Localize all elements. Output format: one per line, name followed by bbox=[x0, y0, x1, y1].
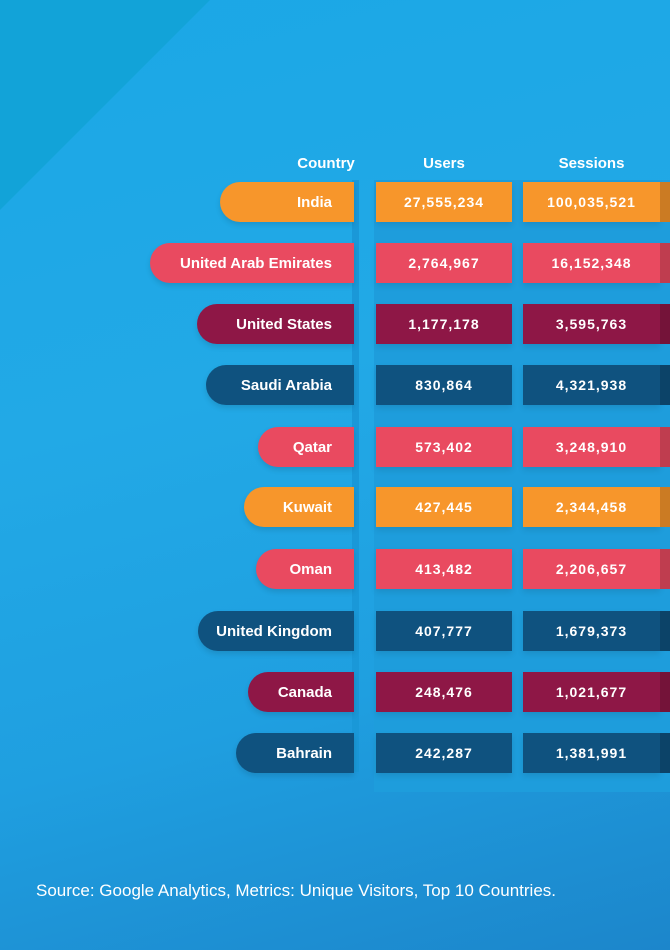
row-edge bbox=[660, 549, 670, 589]
sessions-value: 16,152,348 bbox=[523, 243, 660, 283]
users-value: 830,864 bbox=[376, 365, 512, 405]
row-edge bbox=[660, 365, 670, 405]
header-country: Country bbox=[297, 155, 355, 172]
row-edge bbox=[660, 427, 670, 467]
country-label: India bbox=[220, 182, 354, 222]
country-label: Bahrain bbox=[236, 733, 354, 773]
users-value: 427,445 bbox=[376, 487, 512, 527]
sessions-value: 3,595,763 bbox=[523, 304, 660, 344]
country-label: Kuwait bbox=[244, 487, 354, 527]
country-label: Saudi Arabia bbox=[206, 365, 354, 405]
country-label: United Arab Emirates bbox=[150, 243, 354, 283]
users-value: 573,402 bbox=[376, 427, 512, 467]
sessions-value: 3,248,910 bbox=[523, 427, 660, 467]
row-edge bbox=[660, 611, 670, 651]
sessions-value: 2,206,657 bbox=[523, 549, 660, 589]
divider-strip bbox=[352, 180, 359, 772]
users-value: 2,764,967 bbox=[376, 243, 512, 283]
source-note: Source: Google Analytics, Metrics: Uniqu… bbox=[36, 881, 557, 900]
country-label: United States bbox=[197, 304, 354, 344]
row-edge bbox=[660, 243, 670, 283]
sessions-value: 100,035,521 bbox=[523, 182, 660, 222]
users-value: 248,476 bbox=[376, 672, 512, 712]
users-value: 27,555,234 bbox=[376, 182, 512, 222]
users-value: 407,777 bbox=[376, 611, 512, 651]
header-users: Users bbox=[423, 155, 465, 172]
country-label: Qatar bbox=[258, 427, 354, 467]
sessions-value: 1,021,677 bbox=[523, 672, 660, 712]
country-label: Canada bbox=[248, 672, 354, 712]
corner-decoration bbox=[0, 0, 210, 210]
country-label: United Kingdom bbox=[198, 611, 354, 651]
row-edge bbox=[660, 672, 670, 712]
users-value: 1,177,178 bbox=[376, 304, 512, 344]
sessions-value: 2,344,458 bbox=[523, 487, 660, 527]
sessions-value: 1,679,373 bbox=[523, 611, 660, 651]
row-edge bbox=[660, 487, 670, 527]
header-sessions: Sessions bbox=[558, 155, 625, 172]
row-edge bbox=[660, 182, 670, 222]
row-edge bbox=[660, 733, 670, 773]
users-value: 242,287 bbox=[376, 733, 512, 773]
sessions-value: 4,321,938 bbox=[523, 365, 660, 405]
country-label: Oman bbox=[256, 549, 354, 589]
sessions-value: 1,381,991 bbox=[523, 733, 660, 773]
row-edge bbox=[660, 304, 670, 344]
users-value: 413,482 bbox=[376, 549, 512, 589]
